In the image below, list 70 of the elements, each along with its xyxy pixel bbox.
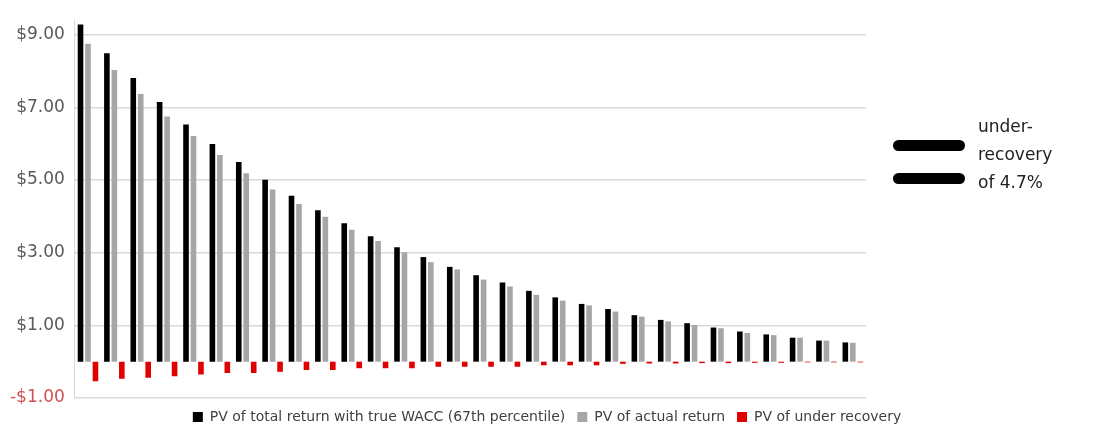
bar — [262, 179, 268, 362]
bar — [394, 247, 400, 362]
bar — [375, 241, 381, 362]
y-tick-label: $5.00 — [16, 168, 65, 189]
bar — [348, 229, 355, 362]
y-tick-label: $1.00 — [16, 313, 65, 334]
y-tick-label: $9.00 — [16, 23, 65, 44]
bar — [578, 303, 585, 362]
bar — [665, 321, 671, 362]
y-tick-label: $7.00 — [16, 95, 65, 116]
bar — [488, 361, 494, 367]
bar — [816, 340, 822, 362]
bar — [428, 262, 434, 362]
bar — [145, 361, 152, 378]
bar — [552, 297, 559, 362]
bar — [789, 337, 796, 362]
bar — [657, 319, 664, 362]
bar — [605, 309, 611, 362]
bar — [499, 282, 506, 362]
bar — [507, 286, 513, 362]
bar — [559, 300, 566, 362]
bar — [691, 324, 698, 362]
bar — [620, 361, 626, 364]
bar — [744, 332, 751, 362]
bar — [446, 266, 453, 362]
bar — [315, 210, 321, 362]
bar — [137, 93, 144, 362]
bar — [235, 161, 242, 362]
bar — [770, 335, 777, 362]
bar — [341, 223, 348, 362]
bar — [198, 361, 204, 375]
bar — [631, 315, 638, 362]
bar — [164, 116, 170, 362]
bar — [183, 124, 189, 362]
bar — [473, 275, 479, 362]
bar — [541, 361, 547, 366]
bar — [119, 361, 125, 379]
y-tick-label: $3.00 — [16, 241, 65, 262]
bar — [356, 361, 362, 369]
bar — [737, 331, 743, 362]
bar — [250, 361, 257, 373]
legend-label: PV of actual return — [594, 407, 726, 424]
bar — [217, 154, 223, 362]
bar — [684, 323, 690, 362]
bar — [842, 342, 849, 362]
bar — [797, 337, 803, 362]
bar — [269, 189, 276, 362]
bar — [718, 328, 724, 362]
y-tick-label: -$1.00 — [9, 386, 65, 407]
bar — [763, 334, 770, 362]
legend-label: PV of total return with true WACC (67th percentile) — [209, 407, 566, 424]
bar — [420, 257, 427, 362]
bar — [567, 361, 573, 366]
bar — [454, 269, 461, 362]
legend-label: PV of under recovery — [754, 407, 902, 424]
bar — [526, 290, 532, 362]
bar — [130, 77, 137, 362]
bar — [243, 173, 250, 362]
bar — [586, 305, 592, 362]
text: under-recovery of 4.7% — [978, 115, 1054, 194]
bar — [401, 252, 408, 362]
bar — [409, 361, 415, 369]
bar — [330, 361, 336, 371]
bar — [296, 204, 302, 362]
bar — [104, 53, 110, 362]
bar — [850, 342, 856, 362]
bar — [277, 361, 283, 372]
bar — [85, 43, 91, 362]
bar — [639, 316, 645, 362]
bar — [367, 236, 374, 362]
